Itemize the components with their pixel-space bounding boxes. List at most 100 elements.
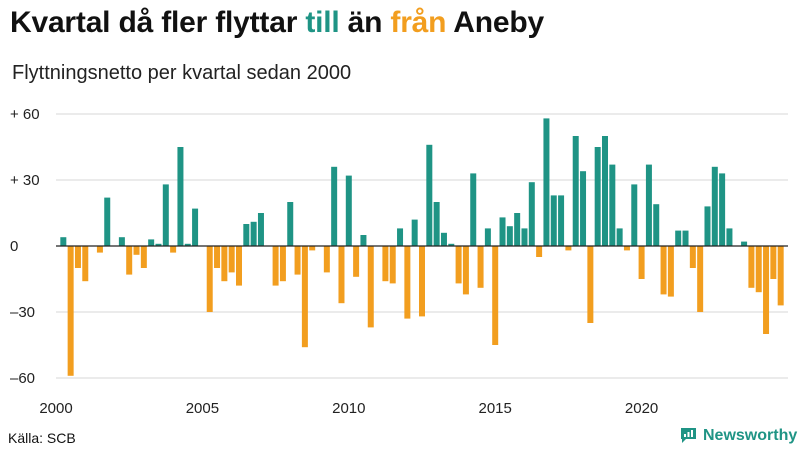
bar bbox=[587, 246, 594, 323]
bars bbox=[60, 118, 784, 376]
bar bbox=[155, 243, 162, 246]
bar bbox=[484, 228, 491, 246]
bar bbox=[748, 246, 755, 288]
newsworthy-logo-icon bbox=[681, 428, 696, 443]
chart-title: Kvartal då fler flyttar till än från Ane… bbox=[10, 6, 544, 40]
title-text-3: Aneby bbox=[446, 6, 544, 39]
bar bbox=[455, 246, 462, 284]
bar bbox=[697, 246, 704, 312]
bar bbox=[360, 235, 367, 246]
bar bbox=[653, 204, 660, 246]
bar bbox=[638, 246, 645, 279]
title-text-1: Kvartal då fler flyttar bbox=[10, 6, 306, 39]
bar bbox=[257, 213, 264, 246]
bar bbox=[170, 246, 177, 253]
y-tick-label: –60 bbox=[10, 370, 35, 387]
y-tick-label: 0 bbox=[10, 238, 18, 255]
bar bbox=[645, 164, 652, 246]
bar bbox=[609, 164, 616, 246]
bar bbox=[96, 246, 103, 253]
bar bbox=[741, 241, 748, 246]
bar bbox=[353, 246, 360, 277]
bar bbox=[279, 246, 286, 282]
bar bbox=[60, 237, 67, 246]
bar bbox=[675, 230, 682, 246]
bar bbox=[338, 246, 345, 304]
bar bbox=[301, 246, 308, 348]
title-highlight-fran: från bbox=[390, 6, 447, 39]
bar bbox=[309, 246, 316, 251]
source-note: Källa: SCB bbox=[8, 430, 76, 446]
bar bbox=[682, 230, 689, 246]
bar bbox=[206, 246, 213, 312]
x-tick-label: 2010 bbox=[332, 400, 365, 417]
bar bbox=[287, 202, 294, 246]
bar bbox=[140, 246, 147, 268]
bar bbox=[126, 246, 133, 275]
bar bbox=[345, 175, 352, 246]
bar bbox=[133, 246, 140, 255]
bar bbox=[550, 195, 557, 246]
bar bbox=[294, 246, 301, 275]
bar bbox=[763, 246, 770, 334]
bar bbox=[118, 237, 125, 246]
bar bbox=[616, 228, 623, 246]
bar bbox=[580, 171, 587, 246]
title-highlight-till: till bbox=[305, 6, 340, 39]
chart-subtitle: Flyttningsnetto per kvartal sedan 2000 bbox=[12, 62, 352, 84]
bar bbox=[397, 228, 404, 246]
y-tick-label: + 60 bbox=[10, 106, 40, 123]
bar bbox=[411, 219, 418, 246]
bar bbox=[462, 246, 469, 295]
bar bbox=[711, 166, 718, 246]
bar bbox=[521, 228, 528, 246]
bar bbox=[104, 197, 111, 246]
bar bbox=[492, 246, 499, 345]
bar bbox=[221, 246, 228, 282]
bar bbox=[433, 202, 440, 246]
x-tick-label: 2020 bbox=[625, 400, 658, 417]
x-tick-label: 2015 bbox=[479, 400, 512, 417]
bar bbox=[689, 246, 696, 268]
bar bbox=[272, 246, 279, 286]
bar bbox=[148, 239, 155, 246]
bar bbox=[228, 246, 235, 273]
bar bbox=[499, 217, 506, 246]
bar bbox=[536, 246, 543, 257]
bar bbox=[184, 243, 191, 246]
bar bbox=[404, 246, 411, 319]
bar bbox=[704, 206, 711, 246]
bar bbox=[719, 173, 726, 246]
bar bbox=[572, 136, 579, 246]
bar bbox=[243, 224, 250, 246]
bar bbox=[236, 246, 242, 286]
bar bbox=[440, 232, 447, 246]
bar bbox=[726, 228, 733, 246]
bar bbox=[162, 184, 169, 246]
bar bbox=[367, 246, 374, 328]
bar bbox=[192, 208, 199, 246]
bar bbox=[67, 246, 74, 376]
bar bbox=[448, 243, 455, 246]
bar bbox=[755, 246, 762, 293]
bar bbox=[419, 246, 425, 317]
bar bbox=[506, 226, 513, 246]
bar bbox=[389, 246, 396, 284]
bar bbox=[558, 195, 565, 246]
bar bbox=[565, 246, 572, 251]
x-tick-label: 2000 bbox=[39, 400, 72, 417]
bar bbox=[631, 184, 638, 246]
bar bbox=[667, 246, 674, 297]
x-tick-label: 2005 bbox=[186, 400, 219, 417]
bar bbox=[214, 246, 221, 268]
bar bbox=[177, 147, 184, 246]
bar bbox=[777, 246, 784, 306]
bar bbox=[477, 246, 484, 288]
bar bbox=[514, 213, 521, 246]
bar bbox=[331, 166, 338, 246]
bar bbox=[770, 246, 777, 279]
bar bbox=[470, 173, 477, 246]
bar bbox=[594, 147, 601, 246]
